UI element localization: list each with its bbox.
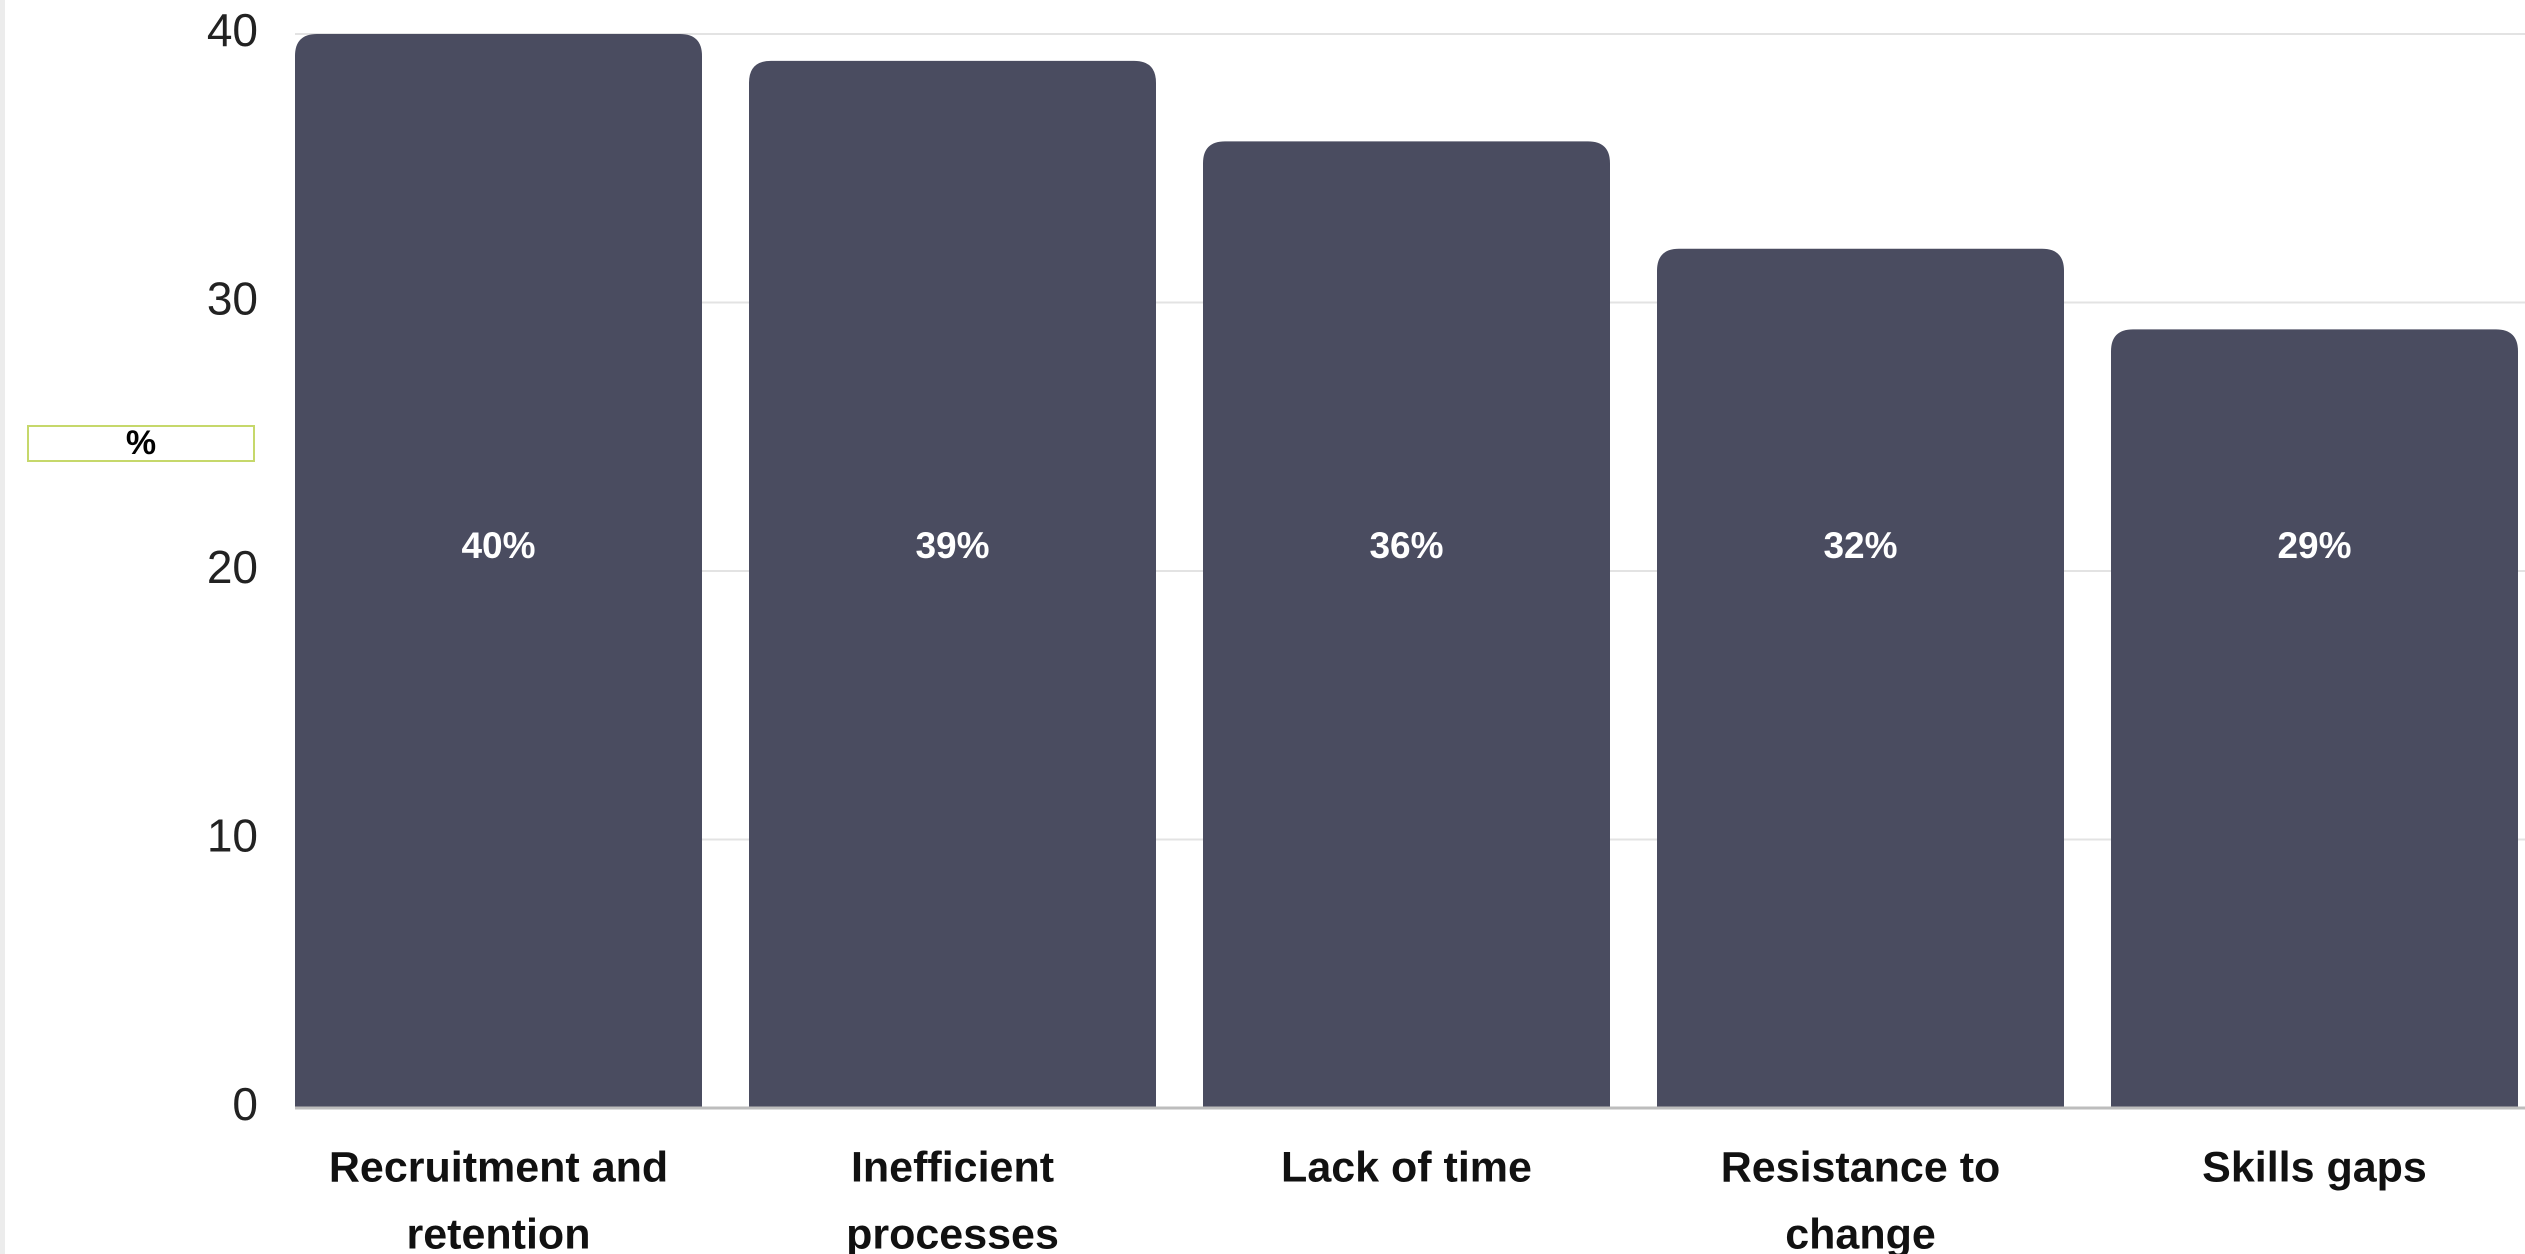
y-tick-label: 40 [207,4,258,56]
y-tick-label: 30 [207,273,258,325]
bar-data-label: 32% [1823,525,1897,566]
bar-data-label: 36% [1369,525,1443,566]
x-category-label: Lack of time [1281,1143,1532,1191]
y-tick-label: 20 [207,541,258,593]
bar-data-label: 40% [461,525,535,566]
x-category-label: Inefficient [851,1143,1054,1191]
x-category-label: Recruitment and [329,1143,668,1191]
x-axis-categories: Recruitment and retention Inefficient proce… [329,1143,2427,1254]
y-axis-ticks: 0 10 20 30 40 [207,4,258,1130]
bar [749,60,1156,1109]
bar [2111,329,2518,1109]
x-category-label: Resistance to [1721,1143,2001,1191]
y-tick-label: 0 [232,1078,258,1130]
bar-data-label: 29% [2277,525,2351,566]
bar [1203,141,1610,1108]
bars [295,34,2518,1109]
y-axis-label-text: % [125,424,157,462]
bar-data-label: 39% [915,525,989,566]
x-category-label: change [1785,1210,1936,1254]
y-axis-label: % [27,424,255,462]
x-category-label: Skills gaps [2202,1143,2427,1191]
left-edge-divider [0,0,5,1254]
bar [295,34,702,1108]
x-category-label: processes [846,1210,1059,1254]
x-category-label: retention [407,1210,591,1254]
bar [1657,248,2064,1109]
y-tick-label: 10 [207,810,258,862]
data-labels: 40% 39% 36% 32% 29% [461,525,2351,566]
